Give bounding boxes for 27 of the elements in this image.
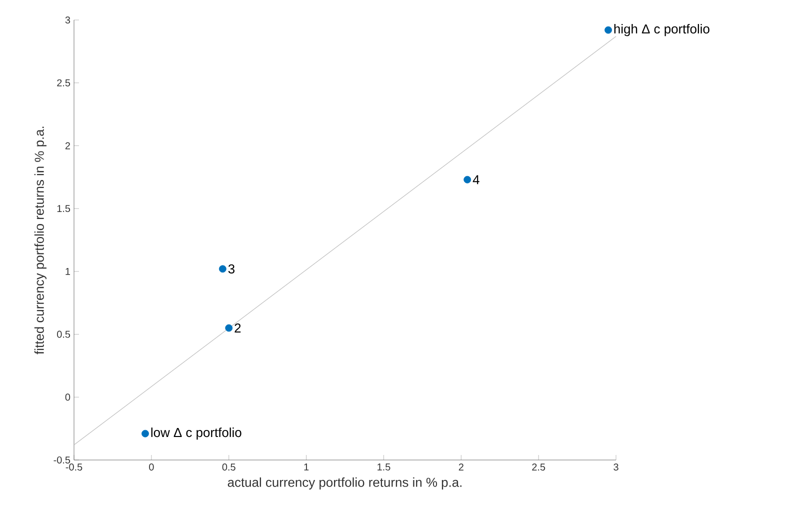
annotation: low Δ c portfolio (151, 428, 242, 440)
x-tick-label: 1 (304, 464, 309, 470)
y-tick-label: 0 (65, 394, 70, 401)
point (225, 324, 233, 332)
y-tick-label: -0.5 (54, 456, 70, 464)
y-tick-label: 2 (65, 142, 70, 150)
point (218, 265, 226, 273)
x-tick-label: 2 (458, 464, 464, 470)
annotation: 3 (228, 264, 235, 274)
annotation: high Δ c portfolio (614, 24, 710, 36)
point (464, 176, 472, 184)
annotation: 4 (472, 175, 480, 184)
y-axis-title: fitted currency portfolio returns in % p.a. (34, 126, 46, 354)
annotation: 2 (234, 323, 241, 333)
x-tick-label: 3 (614, 464, 618, 471)
x-tick-label: 0.5 (222, 464, 236, 471)
y-tick-label: 1 (66, 268, 70, 275)
y-tick-label: 0.5 (57, 330, 70, 338)
x-tick-label: 1.5 (378, 464, 390, 470)
y-tick-label: 3 (65, 16, 70, 24)
y-tick-label: 2.5 (57, 79, 70, 86)
x-tick-label: 2.5 (532, 464, 546, 471)
point (142, 430, 149, 438)
point (604, 26, 612, 34)
y-tick-label: 1.5 (57, 205, 70, 212)
x-tick-label: 0 (149, 464, 154, 471)
x-axis-title: actual currency portfolio returns in % p.a. (228, 477, 462, 490)
